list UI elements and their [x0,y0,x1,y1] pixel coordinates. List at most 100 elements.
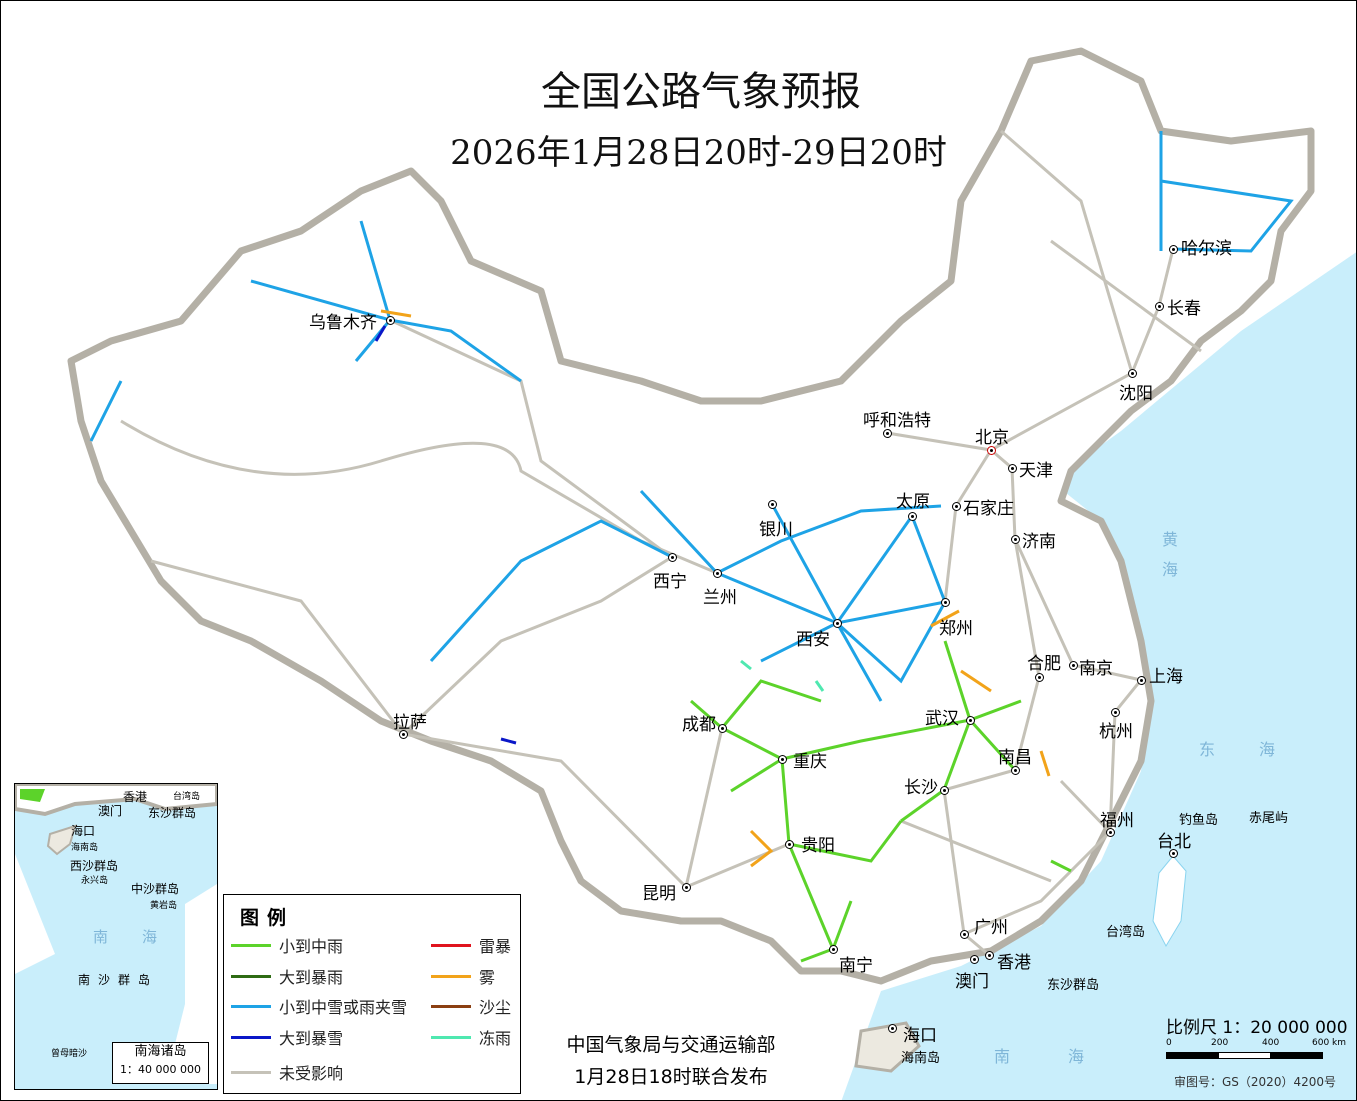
credit-line-2: 1月28日18时联合发布 [574,1066,768,1088]
city-marker [1128,369,1137,378]
inset-label: 中沙群岛 [131,882,180,896]
credit-line-1: 中国气象局与交通运输部 [566,1034,776,1056]
city-label: 上海 [1149,667,1183,687]
city-marker [1106,828,1115,837]
city-label: 贵阳 [801,836,835,856]
city-label: 广州 [974,918,1008,938]
legend-swatch [231,974,271,978]
city-marker [1169,849,1178,858]
sea-label: 黄海 [1159,531,1178,591]
inset-label: 黄岩岛 [150,901,178,911]
scale-text: 比例尺 1：20 000 000 [1166,1018,1348,1038]
legend-item: 大到暴雨 [231,964,343,988]
inset-label: 南沙群岛 [78,973,159,987]
city-label: 沈阳 [1119,384,1153,404]
scale-bar: 比例尺 1：20 000 000 0 200 400 600 km [1166,1013,1356,1059]
city-marker [960,930,969,939]
city-marker [908,512,917,521]
heavy-snow-roads [374,325,517,745]
city-marker [386,316,395,325]
legend-label: 沙尘 [479,998,512,1017]
inset-sea-label: 南海 [93,928,192,946]
city-label: 长春 [1167,299,1201,319]
legend-swatch [231,1004,271,1008]
legend: 图例 小到中雨 大到暴雨 小到中雪或雨夹雪 大到暴雪 未受影响 雷暴 雾 沙尘 … [223,894,521,1094]
city-label: 银川 [759,520,793,540]
legend-item: 沙尘 [431,994,511,1018]
scale-tick: 400 [1262,1038,1280,1048]
publisher-credit: 中国气象局与交通运输部 1月28日18时联合发布 [541,1029,801,1093]
city-marker [1069,661,1078,670]
city-marker [829,945,838,954]
legend-swatch [431,943,471,947]
legend-title: 图例 [240,907,295,929]
scale-tick: 0 [1166,1038,1172,1048]
legend-label: 雷暴 [479,937,512,956]
fog-roads [380,309,1051,868]
inset-map [15,784,217,1084]
city-label: 合肥 [1027,654,1061,674]
legend-swatch [231,1070,271,1074]
city-label: 杭州 [1099,722,1133,742]
south-china-sea-inset: 香港 澳门 台湾岛 东沙群岛 海口 海南岛 西沙群岛 永兴岛 中沙群岛 黄岩岛 … [14,783,218,1090]
inset-scale: 1：40 000 000 [120,1063,201,1076]
city-label: 海口 [903,1026,937,1046]
unaffected-roads [120,129,1202,957]
legend-item: 未受影响 [231,1060,343,1084]
legend-item: 小到中雨 [231,933,343,957]
freezing-rain-roads [740,659,825,692]
city-label: 昆明 [642,884,676,904]
city-marker [399,730,408,739]
city-marker [1011,535,1020,544]
legend-swatch [231,943,271,947]
sea-label: 南海 [994,1047,1143,1066]
place-label: 赤尾屿 [1249,811,1289,826]
city-label: 西安 [796,630,830,650]
city-label: 哈尔滨 [1181,239,1232,259]
legend-item: 小到中雪或雨夹雪 [231,994,407,1018]
city-marker [718,724,727,733]
city-marker [768,500,777,509]
city-marker [941,598,950,607]
inset-label: 曾母暗沙 [51,1049,88,1059]
scale-tick: 200 [1211,1038,1229,1048]
legend-swatch [431,1035,471,1039]
city-marker [1169,245,1178,254]
legend-swatch [431,974,471,978]
inset-label: 东沙群岛 [148,806,197,820]
city-marker [970,955,979,964]
inset-label: 澳门 [98,804,123,818]
city-marker [668,553,677,562]
city-marker [1111,708,1120,717]
inset-label: 台湾岛 [173,792,201,802]
city-marker [966,716,975,725]
capital-marker [987,446,996,455]
place-label: 东沙群岛 [1047,978,1100,993]
city-marker [883,429,892,438]
inset-title: 南海诸岛 [134,1044,187,1059]
city-label: 澳门 [955,972,989,992]
legend-swatch [431,1004,471,1008]
city-marker [1155,302,1164,311]
legend-label: 雾 [479,968,496,987]
city-label: 北京 [975,428,1009,448]
inset-title-box: 南海诸岛 1：40 000 000 [112,1042,209,1084]
city-label: 长沙 [904,778,938,798]
inset-label: 海南岛 [71,843,99,853]
inset-label: 海口 [71,824,96,838]
inset-label: 西沙群岛 [70,859,119,873]
city-marker [1035,673,1044,682]
legend-item: 冻雨 [431,1025,511,1049]
legend-item: 雷暴 [431,933,511,957]
china-territory [67,47,1315,985]
city-marker [985,951,994,960]
city-marker [833,619,842,628]
place-label: 海南岛 [901,1051,941,1066]
place-label: 钓鱼岛 [1179,813,1219,828]
city-label: 香港 [997,953,1031,973]
hainan-island [854,1021,921,1073]
city-marker [1011,766,1020,775]
map-title: 全国公路气象预报 [541,69,861,115]
city-label: 台北 [1157,832,1191,852]
